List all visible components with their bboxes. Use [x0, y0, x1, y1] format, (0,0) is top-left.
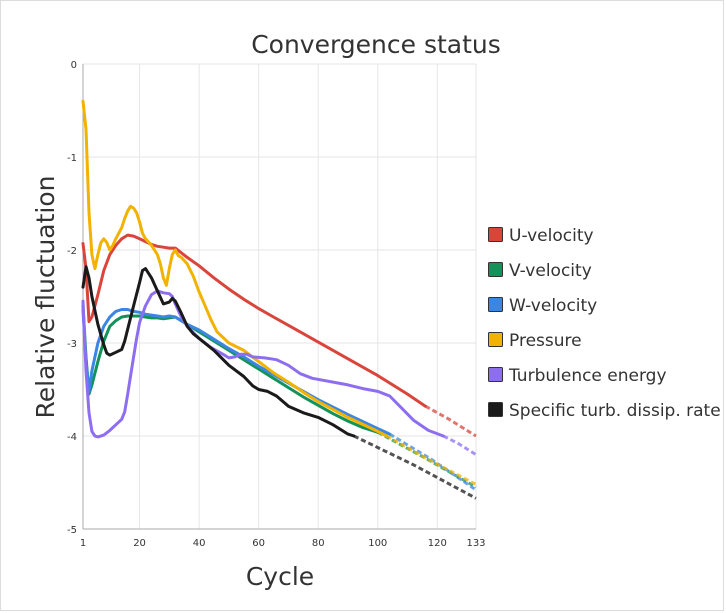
y-axis-ticks: 0 -1 -2 -3 -4 -5 — [67, 60, 77, 536]
legend-swatch — [488, 367, 503, 382]
y-tick-label: -4 — [67, 432, 77, 443]
legend-label: Pressure — [509, 331, 582, 351]
legend-label: W-velocity — [509, 296, 597, 316]
y-axis-title: Relative fluctuation — [31, 176, 60, 419]
legend-swatch — [488, 227, 503, 242]
w-velocity-projection-line — [388, 432, 477, 492]
y-tick-label: 0 — [71, 60, 77, 71]
y-tick-label: -2 — [67, 246, 77, 257]
x-tick-label: 40 — [193, 538, 206, 549]
chart-title: Convergence status — [251, 30, 501, 59]
turbulence-energy-projection-line — [442, 434, 477, 456]
legend-label: Turbulence energy — [508, 366, 667, 386]
x-tick-label: 80 — [312, 538, 325, 549]
x-tick-label: 60 — [252, 538, 265, 549]
legend-swatch — [488, 262, 503, 277]
legend-item-pressure[interactable]: Pressure — [488, 331, 582, 351]
y-tick-label: -1 — [67, 153, 77, 164]
u-velocity-line — [81, 233, 427, 408]
x-tick-label: 133 — [466, 538, 485, 549]
series-lines — [81, 99, 477, 500]
w-velocity-line — [81, 308, 392, 436]
legend-label: U-velocity — [509, 226, 594, 246]
u-velocity-projection-line — [424, 404, 477, 438]
legend-swatch — [488, 332, 503, 347]
x-axis-title: Cycle — [246, 562, 314, 591]
legend-label: V-velocity — [509, 261, 592, 281]
pressure-projection-line — [385, 434, 477, 486]
x-tick-label: 20 — [133, 538, 146, 549]
legend-item-u-velocity[interactable]: U-velocity — [488, 226, 594, 246]
legend-item-turbulence-energy[interactable]: Turbulence energy — [488, 366, 667, 386]
y-tick-label: -5 — [67, 525, 77, 536]
turbulence-energy-line — [81, 289, 445, 439]
legend[interactable]: U-velocity V-velocity W-velocity Pressure Tu… — [488, 226, 721, 421]
legend-item-w-velocity[interactable]: W-velocity — [488, 296, 598, 316]
pressure-line — [81, 99, 389, 438]
legend-swatch — [488, 297, 503, 312]
legend-item-v-velocity[interactable]: V-velocity — [488, 261, 592, 281]
specific-turb-dissip-rate-projection-line — [353, 434, 477, 500]
v-velocity-line — [81, 304, 380, 434]
legend-swatch — [488, 402, 503, 417]
x-tick-label: 120 — [428, 538, 447, 549]
x-tick-label: 100 — [368, 538, 387, 549]
y-tick-label: -3 — [67, 339, 77, 350]
legend-label: Specific turb. dissip. rate — [509, 401, 721, 421]
legend-item-specific-turb-dissip-rate[interactable]: Specific turb. dissip. rate — [488, 401, 721, 421]
grid-lines — [82, 63, 477, 530]
specific-turb-dissip-rate-line — [81, 265, 356, 438]
x-axis-ticks: 1 20 40 60 80 100 120 133 — [80, 538, 486, 549]
x-tick-label: 1 — [80, 538, 86, 549]
